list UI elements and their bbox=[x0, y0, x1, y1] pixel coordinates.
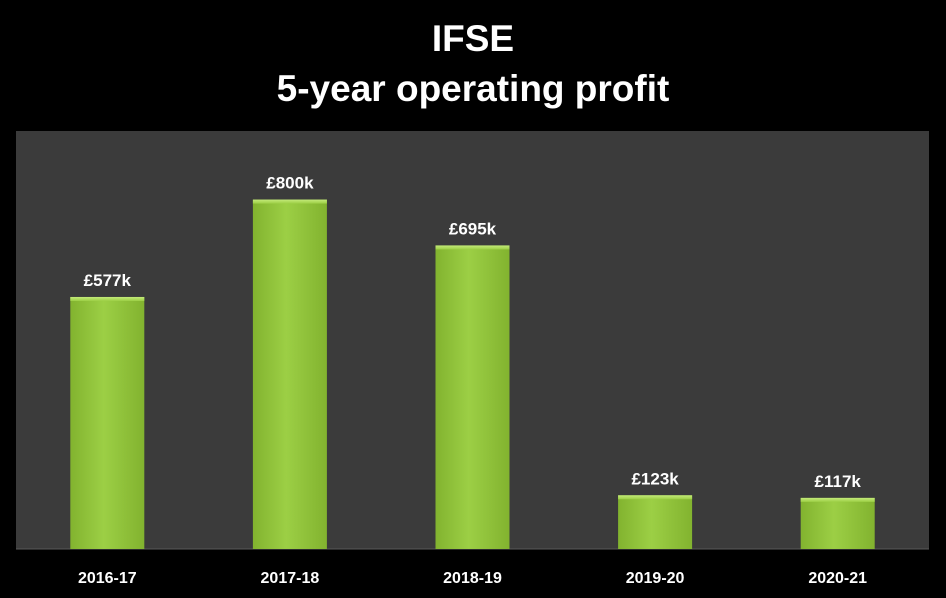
bar bbox=[70, 296, 145, 549]
chart-title-block: IFSE 5-year operating profit bbox=[0, 14, 946, 114]
bar bbox=[800, 497, 875, 549]
bar-group: £800k 2017-18 bbox=[252, 174, 327, 587]
data-label: £117k bbox=[815, 472, 862, 491]
bar-top-highlight bbox=[70, 296, 145, 301]
bar-top-highlight bbox=[252, 199, 327, 204]
bar-group: £577k 2016-17 bbox=[70, 271, 145, 587]
bar-top-highlight bbox=[800, 497, 875, 502]
data-label: £123k bbox=[631, 469, 679, 488]
x-tick-label: 2020-21 bbox=[808, 570, 867, 587]
x-tick-label: 2019-20 bbox=[626, 570, 685, 587]
bar bbox=[618, 495, 693, 549]
x-tick-label: 2017-18 bbox=[261, 570, 320, 587]
bar bbox=[252, 199, 327, 549]
bar-top-highlight bbox=[618, 495, 693, 500]
bar-top-highlight bbox=[435, 245, 510, 250]
chart-subtitle: 5-year operating profit bbox=[276, 68, 670, 109]
data-label: £800k bbox=[266, 174, 314, 193]
data-label: £577k bbox=[84, 271, 132, 290]
data-label: £695k bbox=[449, 219, 497, 238]
x-tick-label: 2018-19 bbox=[443, 570, 502, 587]
bar-group: £123k 2019-20 bbox=[618, 469, 693, 587]
chart-title: IFSE bbox=[431, 18, 515, 59]
x-tick-label: 2016-17 bbox=[78, 570, 137, 587]
bar-group: £117k 2020-21 bbox=[800, 472, 875, 587]
bar bbox=[435, 245, 510, 550]
bar-group: £695k 2018-19 bbox=[435, 219, 510, 587]
